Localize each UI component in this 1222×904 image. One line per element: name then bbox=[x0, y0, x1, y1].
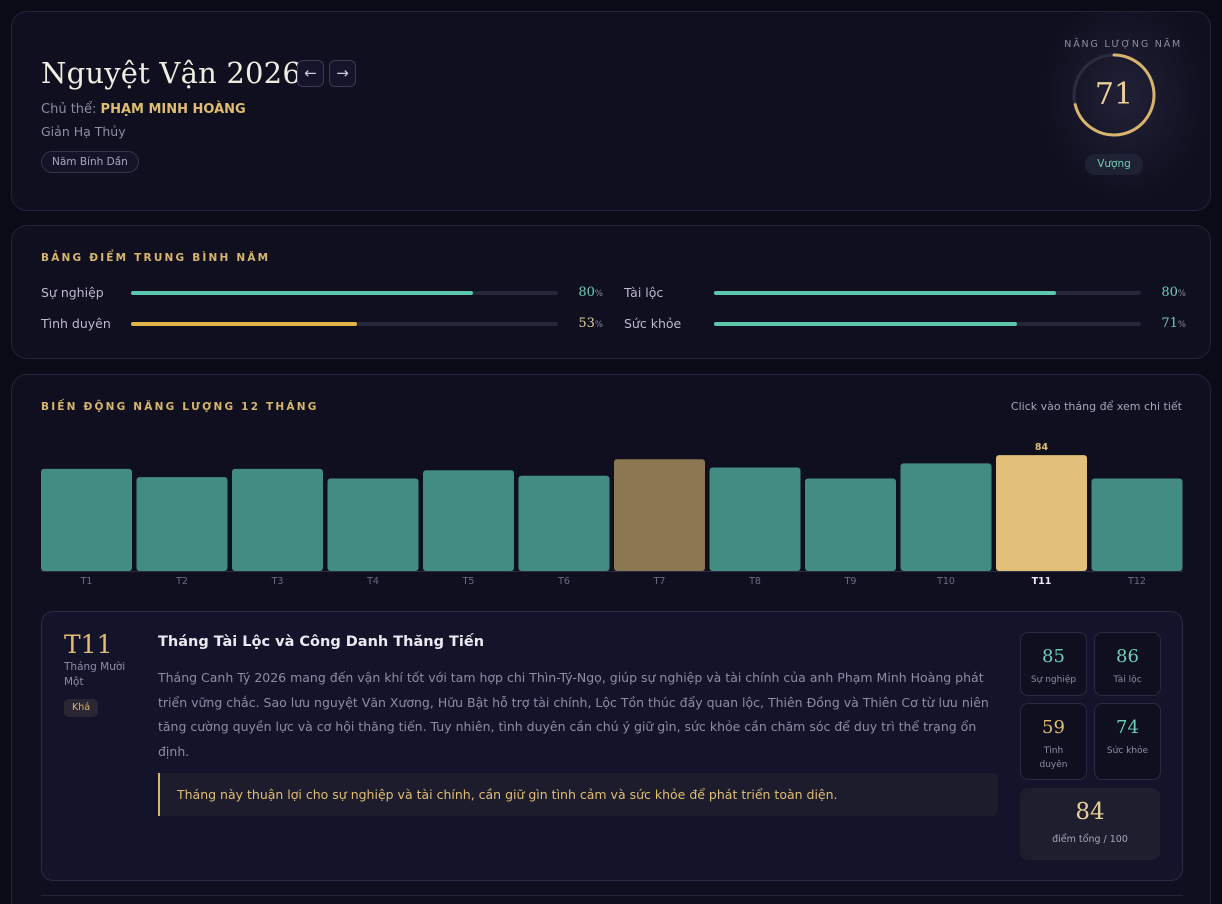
metric-value: 80% bbox=[1144, 283, 1186, 304]
subject-name: PHẠM MINH HOÀNG bbox=[100, 102, 246, 117]
prev-year-button[interactable]: ← bbox=[297, 60, 324, 87]
total-score-value: 84 bbox=[1075, 799, 1105, 825]
score-box: 85 Sự nghiệp bbox=[1020, 632, 1087, 696]
score-box: 59 Tình duyên bbox=[1020, 703, 1087, 780]
score-label: Tài lộc bbox=[1113, 675, 1142, 685]
average-scores-title: BẢNG ĐIỂM TRUNG BÌNH NĂM bbox=[41, 252, 271, 264]
bar-t7[interactable] bbox=[614, 459, 705, 571]
month-detail-panel: T11 Tháng Mười Một Khá Tháng Tài Lộc và … bbox=[41, 611, 1183, 881]
score-box: 74 Sức khỏe bbox=[1094, 703, 1161, 780]
tick-label-t1[interactable]: T1 bbox=[80, 576, 93, 585]
metric-track bbox=[131, 322, 558, 326]
metric-label: Sự nghiệp bbox=[41, 285, 104, 300]
metric-row: Tình duyên 53% bbox=[41, 314, 603, 334]
score-box: 86 Tài lộc bbox=[1094, 632, 1161, 696]
average-scores-card: BẢNG ĐIỂM TRUNG BÌNH NĂM Sự nghiệp 80% Tài… bbox=[11, 225, 1211, 359]
metric-unit: % bbox=[594, 289, 603, 299]
element-text: Giản Hạ Thủy bbox=[41, 124, 126, 139]
metric-label: Sức khỏe bbox=[624, 316, 682, 331]
chart-title: BIẾN ĐỘNG NĂNG LƯỢNG 12 THÁNG bbox=[41, 401, 319, 413]
metric-track bbox=[131, 291, 558, 295]
bar-t8[interactable] bbox=[709, 467, 801, 572]
score-value: 74 bbox=[1116, 717, 1139, 738]
tick-label-t2[interactable]: T2 bbox=[175, 576, 188, 585]
detail-description: Tháng Canh Tý 2026 mang đến vận khí tốt … bbox=[158, 670, 989, 759]
tick-label-t10[interactable]: T10 bbox=[936, 576, 955, 585]
metric-value-number: 80 bbox=[1161, 285, 1178, 300]
tick-label-t7[interactable]: T7 bbox=[653, 576, 666, 585]
tick-label-t12[interactable]: T12 bbox=[1127, 576, 1146, 585]
tick-label-t9[interactable]: T9 bbox=[844, 576, 857, 585]
score-value: 86 bbox=[1116, 646, 1139, 667]
detail-title: Tháng Tài Lộc và Công Danh Thăng Tiến bbox=[158, 634, 485, 650]
energy-value: 71 bbox=[1094, 77, 1134, 112]
score-label: Sức khỏe bbox=[1106, 746, 1149, 756]
divider bbox=[41, 895, 1183, 896]
metric-track bbox=[714, 291, 1141, 295]
total-score-label: điểm tổng / 100 bbox=[1052, 834, 1128, 845]
total-score-box: 84 điểm tổng / 100 bbox=[1020, 788, 1160, 860]
arrow-right-icon: → bbox=[336, 64, 349, 82]
page-title: Nguyệt Vận 2026 bbox=[41, 56, 301, 90]
bar-t5[interactable] bbox=[423, 470, 514, 571]
year-badge: Năm Bính Dần bbox=[41, 151, 139, 173]
metric-row: Sự nghiệp 80% bbox=[41, 283, 603, 303]
detail-month-name: Tháng Mười Một bbox=[64, 661, 126, 688]
metric-value: 53% bbox=[561, 314, 603, 335]
bar-t10[interactable] bbox=[900, 463, 992, 571]
detail-rating-badge: Khá bbox=[64, 699, 99, 717]
energy-ring bbox=[1072, 53, 1156, 137]
metric-label: Tài lộc bbox=[624, 285, 664, 300]
score-label: Sự nghiệp bbox=[1030, 675, 1077, 685]
metric-unit: % bbox=[1177, 320, 1186, 330]
bar-t1[interactable] bbox=[41, 468, 132, 571]
score-value: 59 bbox=[1042, 717, 1065, 738]
metric-value-number: 53 bbox=[578, 316, 595, 331]
metric-fill bbox=[131, 291, 473, 295]
tick-label-t6[interactable]: T6 bbox=[557, 576, 570, 585]
tick-label-t11[interactable]: T11 bbox=[1032, 576, 1052, 585]
metric-label: Tình duyên bbox=[41, 316, 111, 331]
monthly-chart-card: BIẾN ĐỘNG NĂNG LƯỢNG 12 THÁNG Click vào … bbox=[11, 374, 1211, 904]
metric-value: 71% bbox=[1144, 314, 1186, 335]
status-badge: Vượng bbox=[1085, 154, 1143, 175]
score-label: Tình duyên bbox=[1039, 746, 1068, 770]
tick-label-t8[interactable]: T8 bbox=[748, 576, 761, 585]
score-value: 85 bbox=[1042, 646, 1065, 667]
arrow-left-icon: ← bbox=[304, 64, 317, 82]
bar-t3[interactable] bbox=[232, 468, 323, 571]
data-label-t11: 84 bbox=[1035, 442, 1049, 453]
detail-note: Tháng này thuận lợi cho sự nghiệp và tài… bbox=[158, 773, 998, 816]
subject-line: Chủ thể: PHẠM MINH HOÀNG bbox=[41, 102, 246, 117]
metric-value-number: 80 bbox=[578, 285, 595, 300]
detail-month-code: T11 bbox=[64, 630, 113, 659]
bar-t2[interactable] bbox=[136, 477, 228, 571]
bar-t12[interactable] bbox=[1091, 478, 1183, 571]
metric-unit: % bbox=[594, 320, 603, 330]
subject-label: Chủ thể: bbox=[41, 102, 97, 117]
tick-label-t5[interactable]: T5 bbox=[462, 576, 475, 585]
metric-row: Tài lộc 80% bbox=[624, 283, 1186, 303]
metric-value-number: 71 bbox=[1161, 316, 1178, 331]
tick-label-t4[interactable]: T4 bbox=[366, 576, 379, 585]
energy-label: NĂNG LƯỢNG NĂM bbox=[1064, 39, 1182, 50]
bar-t4[interactable] bbox=[327, 478, 419, 571]
metric-value: 80% bbox=[561, 283, 603, 304]
metric-unit: % bbox=[1177, 289, 1186, 299]
metric-track bbox=[714, 322, 1141, 326]
tick-label-t3[interactable]: T3 bbox=[271, 576, 284, 585]
bar-t11[interactable] bbox=[996, 455, 1087, 571]
metric-fill bbox=[714, 291, 1056, 295]
monthly-energy-chart: T1 T2 T3 T4 T5 T6 T7 T8 T9 T10 T11 84 T12 bbox=[41, 442, 1183, 585]
bar-t6[interactable] bbox=[518, 475, 610, 571]
header-card: Nguyệt Vận 2026 ← → Chủ thể: PHẠM MINH H… bbox=[11, 11, 1211, 211]
metric-fill bbox=[714, 322, 1018, 326]
energy-ring-arc bbox=[1072, 53, 1156, 137]
metric-fill bbox=[131, 322, 358, 326]
chart-hint: Click vào tháng để xem chi tiết bbox=[1010, 400, 1182, 413]
metric-row: Sức khỏe 71% bbox=[624, 314, 1186, 334]
next-year-button[interactable]: → bbox=[329, 60, 356, 87]
bar-t9[interactable] bbox=[805, 478, 896, 571]
